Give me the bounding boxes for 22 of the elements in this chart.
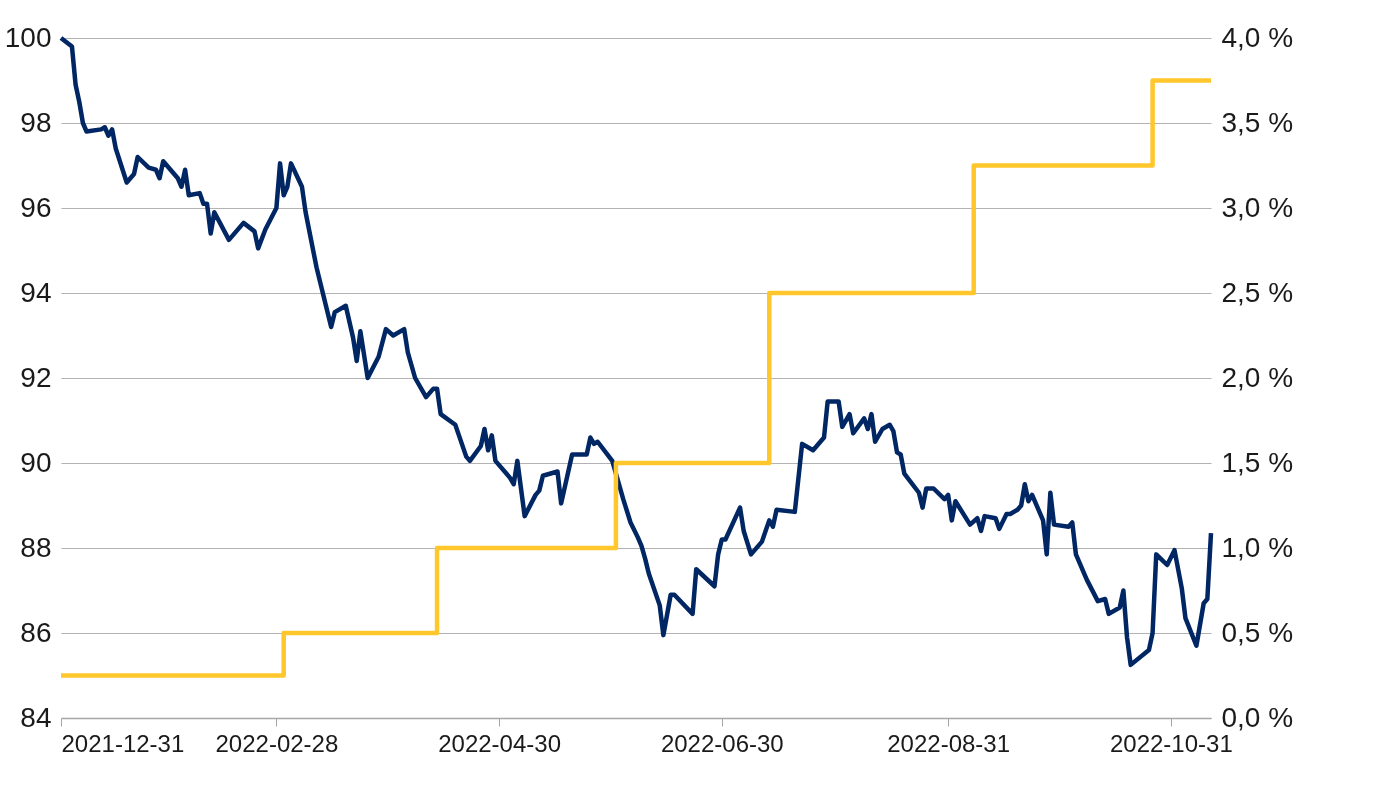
- y2-tick-label: 3,5 %: [1221, 106, 1294, 138]
- y2-tick-label: 4,0 %: [1221, 21, 1294, 53]
- y-tick-label: 98: [20, 106, 52, 138]
- x-tick-label: 2022-06-30: [660, 729, 784, 757]
- y2-tick-label: 2,5 %: [1221, 276, 1294, 308]
- y-tick-label: 92: [20, 361, 52, 393]
- y-tick-label: 88: [20, 531, 52, 563]
- y2-tick-label: 2,0 %: [1221, 361, 1294, 393]
- y2-tick-label: 3,0 %: [1221, 191, 1294, 223]
- y2-tick-label: 0,5 %: [1221, 616, 1294, 648]
- y-tick-label: 100: [4, 21, 52, 53]
- x-tick-label: 2022-04-30: [438, 729, 561, 757]
- y-tick-label: 96: [20, 191, 52, 223]
- y2-tick-label: 1,0 %: [1221, 531, 1294, 563]
- y2-tick-label: 1,5 %: [1221, 446, 1294, 478]
- x-tick-label: 2021-12-31: [61, 729, 185, 757]
- y-tick-label: 94: [20, 276, 52, 308]
- y-tick-label: 90: [20, 446, 52, 478]
- x-tick-label: 2022-08-31: [887, 729, 1011, 757]
- x-tick-label: 2022-02-28: [215, 729, 339, 757]
- y-tick-label: 86: [20, 616, 52, 648]
- y-tick-label: 84: [20, 701, 52, 733]
